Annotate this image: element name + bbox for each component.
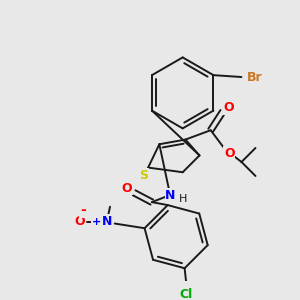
- Text: O: O: [121, 182, 132, 195]
- Text: O: O: [223, 101, 234, 114]
- Text: +: +: [92, 217, 101, 227]
- Text: -: -: [80, 203, 86, 218]
- Text: O: O: [74, 215, 85, 228]
- Text: Br: Br: [247, 70, 262, 83]
- Text: Cl: Cl: [180, 288, 193, 300]
- Text: S: S: [139, 169, 148, 182]
- Text: O: O: [224, 147, 235, 160]
- Text: H: H: [178, 194, 187, 204]
- Text: N: N: [165, 189, 176, 202]
- Text: N: N: [102, 215, 112, 228]
